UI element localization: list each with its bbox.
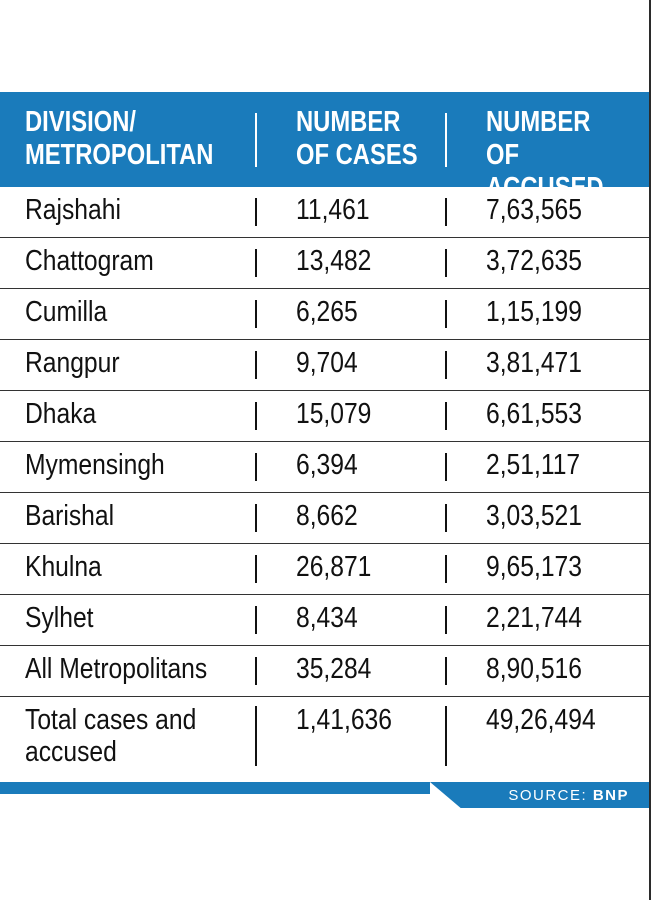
column-separator xyxy=(445,113,447,167)
column-separator xyxy=(255,706,257,766)
cell-number-of-accused: 3,72,635 xyxy=(486,245,582,277)
table-row: All Metropolitans 35,284 8,90,516 xyxy=(0,646,649,697)
column-separator xyxy=(445,249,447,277)
cell-number-of-accused: 7,63,565 xyxy=(486,194,582,226)
table-row: Khulna 26,871 9,65,173 xyxy=(0,544,649,595)
cell-number-of-cases: 9,704 xyxy=(296,347,358,379)
source-credit: SOURCE: BNP xyxy=(508,787,629,804)
cell-number-of-accused: 2,51,117 xyxy=(486,449,581,481)
table-row: Rajshahi 11,461 7,63,565 xyxy=(0,187,649,238)
table-header: DIVISION/ METROPOLITAN NUMBER OF CASES N… xyxy=(0,92,649,204)
column-separator xyxy=(255,606,257,634)
cell-division: Dhaka xyxy=(25,398,97,430)
source-name: BNP xyxy=(592,787,629,804)
cell-number-of-accused: 3,03,521 xyxy=(486,500,582,532)
column-separator xyxy=(445,657,447,685)
source-footer: SOURCE: BNP xyxy=(0,782,649,808)
column-separator xyxy=(255,657,257,685)
table-row: Chattogram 13,482 3,72,635 xyxy=(0,238,649,289)
cell-number-of-cases: 11,461 xyxy=(296,194,370,226)
cell-number-of-accused: 3,81,471 xyxy=(486,347,582,379)
column-separator xyxy=(255,113,257,167)
cell-number-of-accused: 2,21,744 xyxy=(486,602,582,634)
cell-division: All Metropolitans xyxy=(25,653,208,685)
table-row: Dhaka 15,079 6,61,553 xyxy=(0,391,649,442)
cell-number-of-cases: 1,41,636 xyxy=(296,704,392,736)
cell-number-of-accused: 8,90,516 xyxy=(486,653,582,685)
cell-division: Sylhet xyxy=(25,602,94,634)
column-separator xyxy=(255,402,257,430)
cell-number-of-cases: 6,394 xyxy=(296,449,358,481)
column-separator xyxy=(255,453,257,481)
cell-number-of-cases: 26,871 xyxy=(296,551,372,583)
right-edge-line xyxy=(649,0,651,900)
column-separator xyxy=(445,453,447,481)
cell-division: Rajshahi xyxy=(25,194,121,226)
cell-division: Chattogram xyxy=(25,245,154,277)
column-separator xyxy=(445,402,447,430)
column-separator xyxy=(445,706,447,766)
column-separator xyxy=(445,504,447,532)
cell-number-of-accused: 1,15,199 xyxy=(486,296,582,328)
cell-number-of-accused: 6,61,553 xyxy=(486,398,582,430)
footer-tab xyxy=(430,782,649,808)
table-body: Rajshahi 11,461 7,63,565 Chattogram 13,482 3,… xyxy=(0,187,649,779)
cell-division: Total cases and accused xyxy=(25,704,197,768)
cell-number-of-cases: 15,079 xyxy=(296,398,372,430)
column-separator xyxy=(445,351,447,379)
column-separator xyxy=(445,300,447,328)
table-row: Cumilla 6,265 1,15,199 xyxy=(0,289,649,340)
cell-number-of-cases: 35,284 xyxy=(296,653,372,685)
table-row: Mymensingh 6,394 2,51,117 xyxy=(0,442,649,493)
cell-division: Khulna xyxy=(25,551,102,583)
table-row: Sylhet 8,434 2,21,744 xyxy=(0,595,649,646)
cell-division: Rangpur xyxy=(25,347,120,379)
cell-number-of-accused: 9,65,173 xyxy=(486,551,582,583)
table-row: Total cases and accused 1,41,636 49,26,494 xyxy=(0,697,649,779)
source-label: SOURCE: xyxy=(508,787,588,804)
cell-number-of-cases: 13,482 xyxy=(296,245,372,277)
column-separator xyxy=(445,555,447,583)
cell-number-of-cases: 8,662 xyxy=(296,500,358,532)
column-separator xyxy=(255,555,257,583)
table-row: Rangpur 9,704 3,81,471 xyxy=(0,340,649,391)
footer-bar xyxy=(0,782,430,794)
cell-division: Cumilla xyxy=(25,296,108,328)
header-division: DIVISION/ METROPOLITAN xyxy=(25,106,214,171)
cell-division: Mymensingh xyxy=(25,449,165,481)
cases-table: DIVISION/ METROPOLITAN NUMBER OF CASES N… xyxy=(0,92,649,779)
cell-division: Barishal xyxy=(25,500,115,532)
cell-number-of-cases: 8,434 xyxy=(296,602,358,634)
cell-number-of-cases: 6,265 xyxy=(296,296,358,328)
column-separator xyxy=(255,300,257,328)
column-separator xyxy=(255,249,257,277)
column-separator xyxy=(255,198,257,226)
cell-number-of-accused: 49,26,494 xyxy=(486,704,596,736)
column-separator xyxy=(445,198,447,226)
header-number-of-cases: NUMBER OF CASES xyxy=(296,106,418,171)
table-row: Barishal 8,662 3,03,521 xyxy=(0,493,649,544)
column-separator xyxy=(255,504,257,532)
header-number-of-accused: NUMBER OF ACCUSED xyxy=(486,106,604,204)
column-separator xyxy=(255,351,257,379)
column-separator xyxy=(445,606,447,634)
